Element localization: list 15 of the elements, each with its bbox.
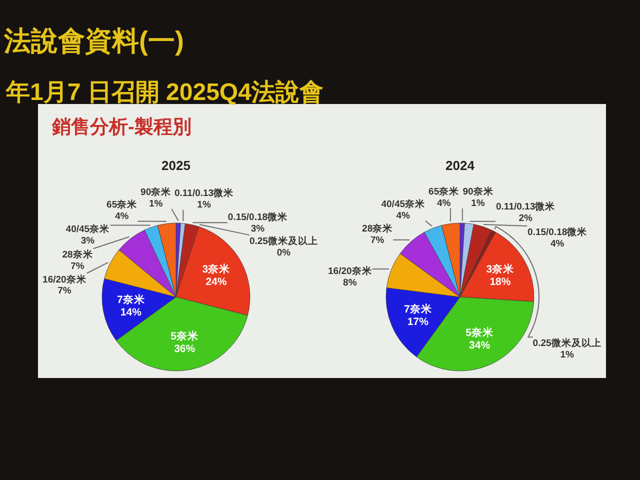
- data-label: 0.25微米及以上 1%: [532, 338, 602, 360]
- data-label: 28奈米 7%: [362, 223, 393, 246]
- data-label: 5奈米 34%: [466, 326, 494, 352]
- chart-title: 2024: [446, 158, 474, 173]
- data-label: 65奈米 4%: [428, 186, 460, 209]
- annotation: 銷售分析-製程別: [52, 117, 192, 138]
- data-label: 0.15/0.18微米 4%: [528, 227, 588, 250]
- data-label: 16/20奈米 8%: [328, 266, 372, 289]
- title: 法說會資料(一): [4, 26, 184, 56]
- data-label: 3奈米 18%: [486, 263, 514, 288]
- data-label: 40/45奈米 4%: [381, 199, 426, 222]
- data-label: 90奈米 1%: [462, 186, 494, 210]
- data-label: 7奈米 17%: [404, 304, 432, 328]
- subtitle: 年1月7 日召開 2025Q4法說會: [6, 79, 324, 106]
- data-label: 0.11/0.13微米 2%: [496, 202, 556, 224]
